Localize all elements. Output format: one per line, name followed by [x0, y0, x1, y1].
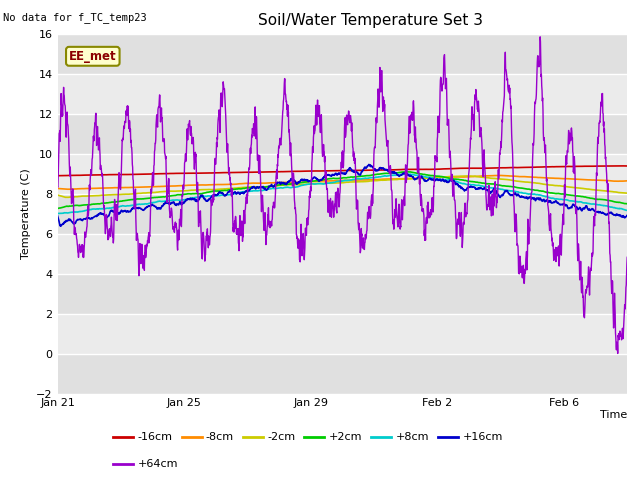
-2cm: [175, 188, 183, 194]
Text: EE_met: EE_met: [69, 50, 116, 63]
Line: -8cm: -8cm: [58, 175, 627, 189]
+16cm: [267, 183, 275, 189]
-8cm: [86, 185, 94, 191]
-8cm: [175, 183, 183, 189]
-16cm: [54, 173, 61, 179]
-16cm: [611, 163, 618, 168]
+8cm: [54, 211, 61, 216]
Bar: [58, 154, 627, 193]
+64cm: [443, 75, 451, 81]
+2cm: [175, 192, 183, 198]
+16cm: [289, 178, 297, 183]
+2cm: [267, 183, 275, 189]
+64cm: [267, 221, 275, 227]
Line: -2cm: -2cm: [58, 176, 627, 197]
Bar: [58, 34, 627, 73]
+8cm: [267, 186, 275, 192]
Bar: [58, 73, 627, 114]
-2cm: [54, 192, 61, 198]
-8cm: [287, 180, 294, 185]
X-axis label: Time: Time: [600, 410, 627, 420]
-16cm: [55, 173, 63, 179]
-8cm: [289, 180, 297, 185]
-2cm: [267, 183, 275, 189]
+64cm: [623, 254, 631, 260]
+64cm: [54, 184, 61, 190]
-2cm: [443, 174, 451, 180]
-16cm: [443, 166, 451, 172]
-16cm: [623, 163, 631, 169]
+8cm: [287, 185, 294, 191]
-8cm: [54, 186, 61, 192]
+64cm: [286, 143, 294, 149]
+8cm: [86, 207, 94, 213]
+2cm: [54, 205, 61, 211]
-16cm: [175, 170, 183, 176]
+2cm: [623, 201, 631, 206]
-8cm: [64, 186, 72, 192]
+64cm: [289, 179, 297, 185]
+8cm: [401, 171, 409, 177]
+64cm: [614, 350, 621, 356]
Line: +16cm: +16cm: [58, 165, 627, 226]
-2cm: [623, 190, 631, 196]
-2cm: [289, 182, 297, 188]
+64cm: [86, 177, 94, 182]
+16cm: [365, 162, 372, 168]
+2cm: [286, 181, 294, 187]
-8cm: [443, 174, 451, 180]
Line: +8cm: +8cm: [58, 174, 627, 214]
-8cm: [493, 172, 501, 178]
-8cm: [623, 178, 631, 184]
+16cm: [86, 216, 94, 222]
+2cm: [289, 181, 297, 187]
-16cm: [86, 172, 94, 178]
Line: -16cm: -16cm: [58, 166, 627, 176]
-2cm: [62, 194, 70, 200]
-8cm: [267, 180, 275, 186]
+64cm: [175, 226, 183, 231]
Bar: [58, 114, 627, 154]
Line: +64cm: +64cm: [58, 37, 627, 353]
Title: Soil/Water Temperature Set 3: Soil/Water Temperature Set 3: [259, 13, 483, 28]
-16cm: [267, 169, 275, 175]
+64cm: [536, 34, 544, 40]
-2cm: [287, 182, 294, 188]
Bar: [58, 354, 627, 394]
-2cm: [86, 193, 94, 199]
+8cm: [444, 177, 451, 183]
-16cm: [289, 168, 297, 174]
Bar: [58, 234, 627, 274]
+16cm: [56, 223, 64, 229]
+16cm: [54, 213, 61, 219]
+16cm: [175, 200, 183, 205]
+16cm: [444, 179, 451, 184]
-2cm: [463, 173, 471, 179]
+8cm: [175, 197, 183, 203]
+8cm: [289, 184, 297, 190]
Bar: [58, 274, 627, 313]
+2cm: [404, 169, 412, 175]
+8cm: [623, 207, 631, 213]
+8cm: [55, 211, 63, 216]
+2cm: [86, 202, 94, 207]
-16cm: [287, 168, 294, 174]
Legend: +64cm: +64cm: [109, 455, 182, 474]
Line: +2cm: +2cm: [58, 172, 627, 208]
Text: No data for f_TC_temp23: No data for f_TC_temp23: [3, 12, 147, 23]
Y-axis label: Temperature (C): Temperature (C): [20, 168, 31, 259]
Bar: [58, 193, 627, 234]
+16cm: [287, 177, 294, 183]
+2cm: [443, 175, 451, 180]
+16cm: [623, 213, 631, 219]
Bar: [58, 313, 627, 354]
